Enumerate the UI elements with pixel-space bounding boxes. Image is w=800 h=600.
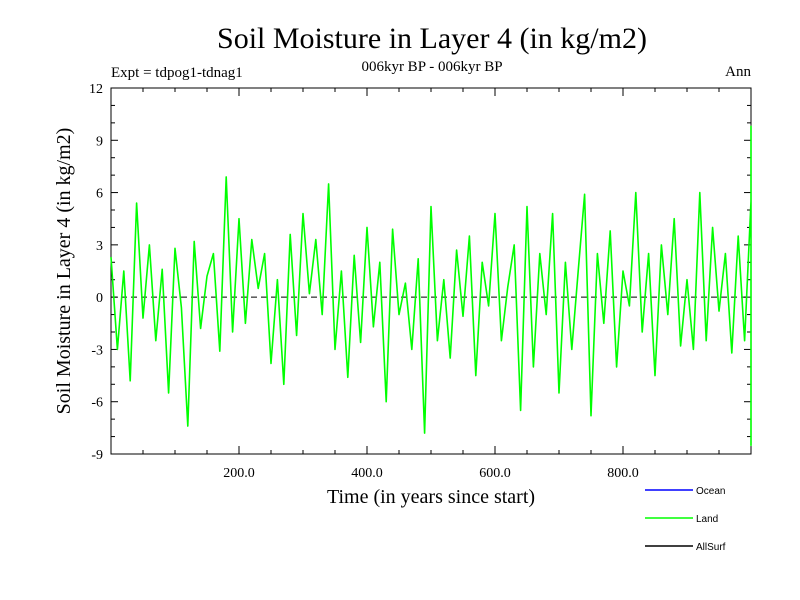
x-tick-label: 600.0 <box>479 466 511 481</box>
series-line-land <box>110 125 752 447</box>
y-axis-label: Soil Moisture in Layer 4 (in kg/m2) <box>53 128 75 415</box>
x-tick-label: 200.0 <box>223 466 255 481</box>
y-tick-label: 6 <box>96 187 103 202</box>
legend-label-land: Land <box>696 514 718 525</box>
experiment-label: Expt = tdpog1-tdnag1 <box>111 65 243 81</box>
y-tick-label: -9 <box>91 448 103 463</box>
y-tick-label: 9 <box>96 134 103 149</box>
y-tick-label: -6 <box>91 396 103 411</box>
series-group <box>110 125 752 447</box>
x-tick-label: 800.0 <box>607 466 639 481</box>
x-tick-label: 400.0 <box>351 466 383 481</box>
x-axis: 200.0 400.0 600.0 800.0 <box>142 88 720 481</box>
legend-label-allsurf: AllSurf <box>696 542 726 553</box>
legend-label-ocean: Ocean <box>696 486 725 497</box>
legend: Ocean Land AllSurf <box>645 486 726 553</box>
chart-title: Soil Moisture in Layer 4 (in kg/m2) <box>217 22 647 55</box>
y-tick-label: 3 <box>96 239 103 254</box>
season-label: Ann <box>725 64 751 80</box>
y-tick-label: 12 <box>89 82 103 97</box>
y-tick-label: 0 <box>96 291 103 306</box>
chart-subtitle: 006kyr BP - 006kyr BP <box>361 59 502 75</box>
plot-frame <box>110 87 752 455</box>
y-tick-label: -3 <box>91 343 103 358</box>
x-axis-label: Time (in years since start) <box>327 486 535 508</box>
